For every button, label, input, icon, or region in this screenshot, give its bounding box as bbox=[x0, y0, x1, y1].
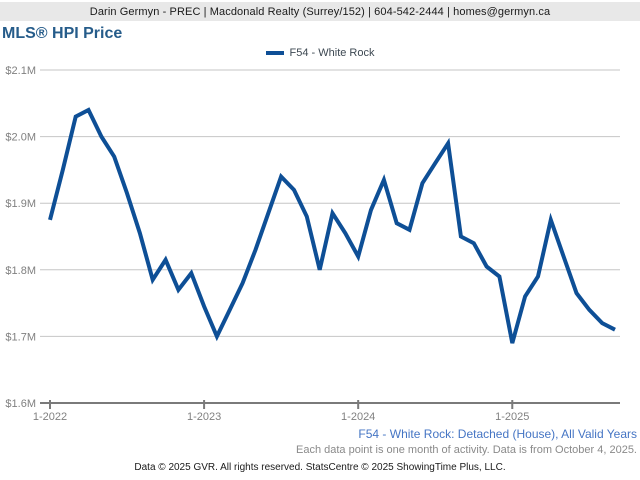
y-axis-label-$2.0M: $2.0M bbox=[5, 132, 36, 144]
legend-line-swatch bbox=[265, 51, 284, 55]
copyright-line: Data © 2025 GVR. All rights reserved. St… bbox=[134, 462, 506, 473]
y-axis-label-$1.7M: $1.7M bbox=[5, 331, 36, 343]
x-axis-label-1-2022: 1-2022 bbox=[33, 411, 67, 423]
price-line-series bbox=[48, 107, 616, 344]
series-scope-caption: F54 - White Rock: Detached (House), All … bbox=[358, 427, 637, 441]
y-axis-label-$1.6M: $1.6M bbox=[5, 398, 36, 410]
data-note: Each data point is one month of activity… bbox=[296, 444, 637, 456]
x-axis-label-1-2023: 1-2023 bbox=[187, 411, 221, 423]
y-axis-label-$2.1M: $2.1M bbox=[5, 65, 36, 77]
chart-legend: F54 - White Rock bbox=[0, 46, 640, 60]
y-axis-label-$1.8M: $1.8M bbox=[5, 265, 36, 277]
broker-contact-bar: Darin Germyn - PREC | Macdonald Realty (… bbox=[0, 2, 640, 21]
y-axis-label-$1.9M: $1.9M bbox=[5, 198, 36, 210]
broker-contact-text: Darin Germyn - PREC | Macdonald Realty (… bbox=[89, 5, 551, 18]
x-axis-label-1-2024: 1-2024 bbox=[341, 411, 375, 423]
page-title: MLS® HPI Price bbox=[2, 25, 123, 42]
legend-series-label: F54 - White Rock bbox=[289, 47, 375, 59]
x-axis-label-1-2025: 1-2025 bbox=[495, 411, 529, 423]
